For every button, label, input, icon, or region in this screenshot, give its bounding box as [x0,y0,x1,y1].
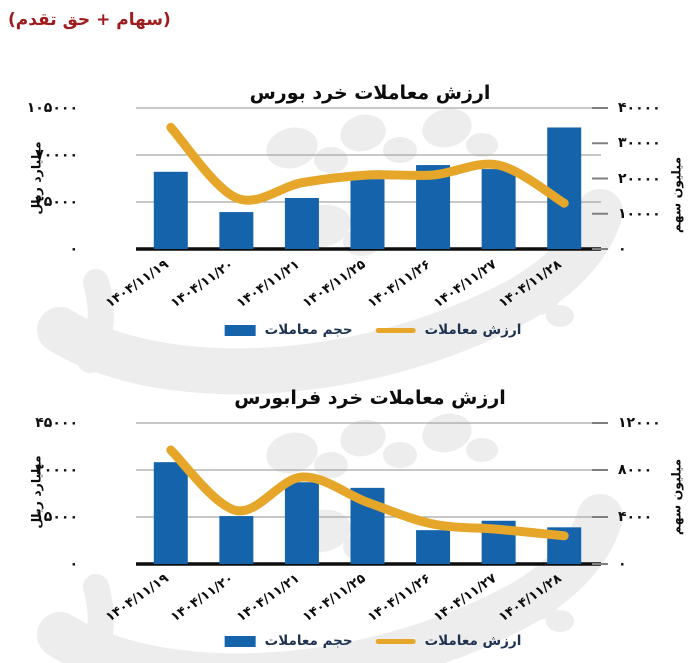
bar [547,127,582,249]
bar-legend-swatch [224,324,256,336]
bar [219,212,254,249]
plot-area-farabourse [136,422,608,566]
line-legend-label: ارزش معاملات [424,322,522,338]
y-axis-tick-label: ۴۰۰۰ [618,509,653,525]
y-axis-tick-label: ۱۵۰۰۰ [35,509,78,525]
bar-legend-swatch [224,635,256,647]
bar-legend-label: حجم معاملات [264,322,353,338]
y-axis-tick-label: ۰ [618,556,627,572]
bar [153,462,188,564]
line-legend-label: ارزش معاملات [424,633,522,649]
bar-legend-label: حجم معاملات [264,633,353,649]
legend: حجم معاملات ارزش معاملات [224,322,524,338]
value-line [166,445,569,541]
line-legend-swatch [375,638,416,644]
bar [350,179,385,249]
y-axis-tick-label: ۷۰۰۰۰ [35,147,78,163]
chart-title-bourse: ارزش معاملات خرد بورس [249,81,491,104]
bar [284,197,319,249]
y-axis-tick-label: ۸۰۰۰ [618,462,653,478]
y-axis-tick-label: ۰ [69,241,78,257]
y-axis-tick-label: ۱۰۰۰۰ [618,205,661,222]
header-note: (سهام + حق تقدم) [8,10,171,30]
y-axis-tick-label: ۱۰۵۰۰۰ [26,100,78,116]
y-axis-tick-label: ۰ [618,241,627,257]
plot-area-bourse [136,107,608,251]
bar [416,530,451,564]
bar [153,171,188,249]
value-line [166,122,569,208]
y-axis-tick-label: ۳۰۰۰۰ [618,135,661,152]
y-axis-tick-label: ۰ [69,556,78,572]
y-axis-tick-label: ۴۰۰۰۰ [618,100,661,116]
chart-title-farabourse: ارزش معاملات خرد فرابورس [234,386,506,409]
bar [219,516,254,564]
y-axis-tick-label: ۴۵۰۰۰ [35,415,78,431]
bar [481,169,516,249]
y-axis-tick-label: ۳۰۰۰۰ [35,462,78,478]
line-legend-swatch [375,327,416,333]
bar [284,482,319,564]
legend: حجم معاملات ارزش معاملات [224,633,524,649]
y-axis-tick-label: ۱۲۰۰۰ [618,415,661,431]
y-axis-tick-label: ۲۰۰۰۰ [618,170,661,187]
y-axis-tick-label: ۳۵۰۰۰ [35,194,78,210]
